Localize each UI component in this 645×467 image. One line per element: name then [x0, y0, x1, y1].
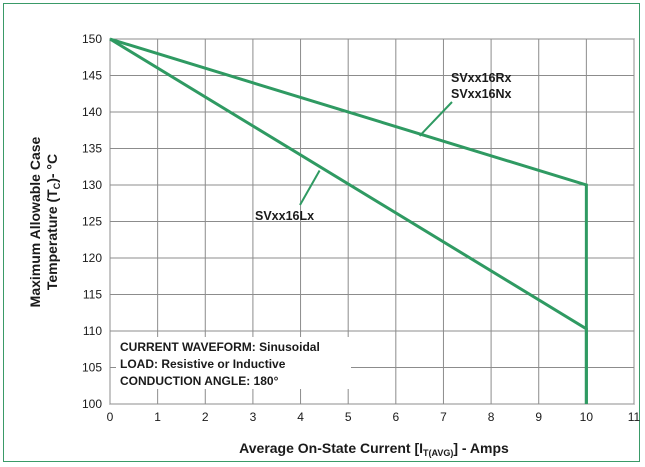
note-waveform: CURRENT WAVEFORM: Sinusoidal	[120, 340, 320, 354]
chart-svg: 100 105 110 115 120 125 130 135 140 145 150 0 1 2 3 4 5…	[27, 32, 641, 458]
y-tick-label: 115	[83, 288, 102, 302]
x-axis-title-subscript: T(AVG)	[423, 448, 453, 458]
series-line-2	[109, 37, 588, 404]
x-tick-label: 1	[154, 410, 161, 424]
x-tick-label: 9	[535, 410, 542, 424]
y-axis-title-subscript: C	[52, 182, 62, 189]
y-tick-labels: 100 105 110 115 120 125 130 135 140 145 150	[82, 32, 102, 411]
y-tick-label: 110	[83, 324, 102, 338]
y-tick-label: 100	[82, 397, 102, 411]
chart-frame: 100 105 110 115 120 125 130 135 140 145 150 0 1 2 3 4 5…	[3, 3, 641, 462]
y-axis-title-line1: Maximum Allowable Case	[27, 136, 43, 307]
x-tick-label: 4	[297, 410, 304, 424]
y-tick-label: 135	[82, 142, 102, 156]
y-tick-label: 105	[82, 361, 102, 375]
x-tick-label: 0	[107, 410, 114, 424]
note-conduction-angle: CONDUCTION ANGLE: 180°	[120, 374, 279, 388]
y-tick-label: 150	[82, 32, 102, 46]
y-tick-label: 120	[82, 251, 102, 265]
y-tick-label: 130	[82, 178, 102, 192]
annotation-lx: SVxx16Lx	[255, 209, 314, 223]
note-load: LOAD: Resistive or Inductive	[120, 357, 286, 371]
y-tick-label: 145	[82, 69, 102, 83]
x-tick-label: 10	[580, 410, 594, 424]
x-tick-label: 7	[440, 410, 447, 424]
x-axis-title: Average On-State Current [IT(AVG)] - Amp…	[239, 440, 509, 458]
series-lines	[109, 37, 588, 404]
y-tick-label: 140	[82, 105, 102, 119]
x-tick-label: 2	[202, 410, 209, 424]
x-tick-label: 5	[345, 410, 352, 424]
y-axis-title-line2: Temperature (TC)- °C	[44, 154, 62, 290]
x-tick-label: 11	[628, 410, 641, 424]
note-box	[116, 337, 351, 389]
leader-lx	[299, 170, 321, 206]
x-tick-label: 3	[250, 410, 257, 424]
x-tick-label: 8	[488, 410, 495, 424]
annotation-rx-line1: SVxx16Rx	[451, 71, 512, 85]
annotation-leaders	[299, 101, 453, 206]
x-tick-label: 6	[392, 410, 399, 424]
x-tick-labels: 0 1 2 3 4 5 6 7 8 9 10 11	[107, 410, 641, 424]
leader-rx	[418, 101, 453, 137]
y-tick-label: 125	[82, 215, 102, 229]
annotation-rx-line2: SVxx16Nx	[451, 87, 512, 101]
